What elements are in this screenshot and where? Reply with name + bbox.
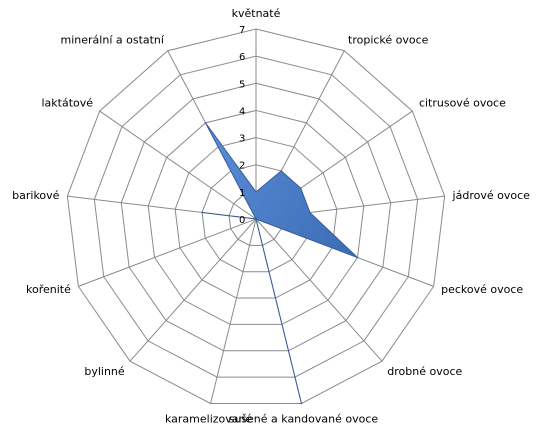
data-point-6 bbox=[300, 402, 303, 405]
category-label-9: kořenité bbox=[26, 283, 71, 296]
axis-ticks: 0 1 2 3 4 5 6 7 bbox=[239, 25, 245, 226]
tick-label-7: 7 bbox=[239, 25, 245, 36]
category-label-6: sušené a kandované ovoce bbox=[229, 412, 379, 424]
data-point-11 bbox=[255, 218, 257, 220]
tick-label-2: 2 bbox=[239, 161, 245, 172]
spoke-7 bbox=[210, 218, 257, 404]
category-label-4: peckové ovoce bbox=[441, 283, 523, 296]
grid-ring-6 bbox=[93, 55, 419, 378]
grid-ring-7 bbox=[66, 28, 446, 404]
series-area-0 bbox=[202, 122, 358, 404]
grid-ring-5 bbox=[120, 82, 392, 352]
tick-label-1: 1 bbox=[239, 188, 245, 199]
category-label-10: barikové bbox=[12, 189, 60, 202]
series-layer bbox=[201, 122, 359, 405]
tick-label-6: 6 bbox=[239, 52, 245, 63]
data-point-2 bbox=[299, 187, 302, 189]
category-label-7: karamelizované bbox=[165, 412, 253, 424]
data-point-1 bbox=[280, 170, 283, 172]
category-label-11: laktátové bbox=[42, 97, 94, 110]
category-label-1: tropické ovoce bbox=[348, 34, 429, 47]
data-point-10 bbox=[201, 211, 203, 214]
data-point-12 bbox=[204, 122, 207, 124]
data-point-4 bbox=[356, 256, 359, 259]
data-point-3 bbox=[309, 211, 311, 214]
tick-label-3: 3 bbox=[239, 134, 245, 145]
grid-ring-3 bbox=[174, 137, 338, 299]
tick-label-4: 4 bbox=[239, 106, 245, 117]
category-label-2: citrusové ovoce bbox=[419, 97, 506, 110]
tick-label-5: 5 bbox=[239, 79, 245, 90]
category-label-0: květnaté bbox=[232, 7, 281, 20]
category-label-5: drobné ovoce bbox=[387, 365, 462, 378]
category-label-8: bylinné bbox=[84, 365, 125, 378]
spoke-9 bbox=[78, 218, 257, 287]
spoke-11 bbox=[99, 110, 257, 220]
spoke-8 bbox=[129, 218, 257, 362]
grid-ring-4 bbox=[147, 109, 365, 325]
category-label-3: jádrové ovoce bbox=[452, 189, 531, 202]
spoke-5 bbox=[255, 218, 383, 362]
tick-label-0: 0 bbox=[239, 215, 245, 226]
data-point-0 bbox=[255, 191, 257, 193]
category-label-12: minerální a ostatní bbox=[61, 34, 165, 47]
category-labels: květnaté tropické ovoce citrusové ovoce jád… bbox=[12, 7, 530, 424]
